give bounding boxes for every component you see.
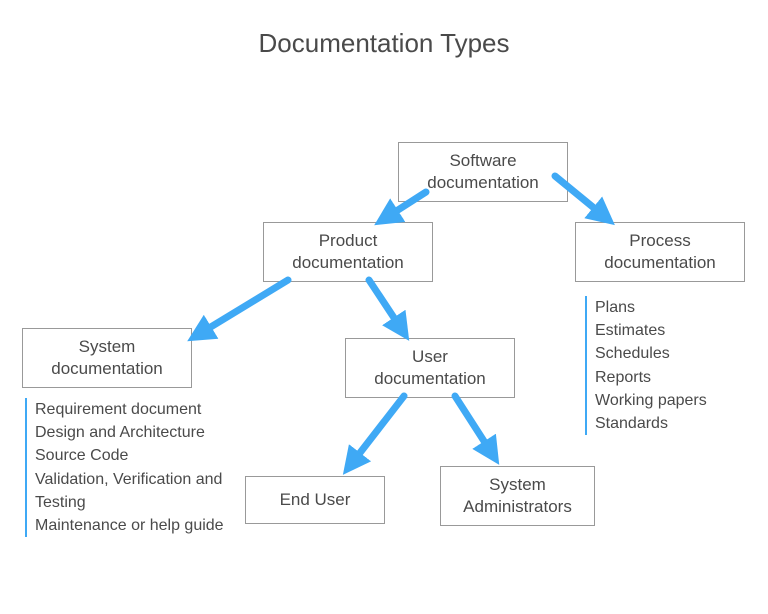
list-item: Maintenance or help guide bbox=[35, 514, 235, 537]
node-label: Productdocumentation bbox=[292, 230, 404, 274]
node-label: Processdocumentation bbox=[604, 230, 716, 274]
node-product: Productdocumentation bbox=[263, 222, 433, 282]
node-user: Userdocumentation bbox=[345, 338, 515, 398]
node-label: Softwaredocumentation bbox=[427, 150, 539, 194]
list-item: Standards bbox=[595, 412, 745, 435]
list-item: Schedules bbox=[595, 342, 745, 365]
node-sysadmin: SystemAdministrators bbox=[440, 466, 595, 526]
list-item: Plans bbox=[595, 296, 745, 319]
node-label: SystemAdministrators bbox=[463, 474, 572, 518]
node-software: Softwaredocumentation bbox=[398, 142, 568, 202]
list-item: Requirement document bbox=[35, 398, 235, 421]
edge-arrow bbox=[455, 396, 492, 454]
list-item: Estimates bbox=[595, 319, 745, 342]
list-item: Design and Architecture bbox=[35, 421, 235, 444]
node-process: Processdocumentation bbox=[575, 222, 745, 282]
process-list: PlansEstimatesSchedulesReportsWorking pa… bbox=[585, 296, 745, 435]
edge-arrow bbox=[351, 396, 404, 465]
system-list: Requirement documentDesign and Architect… bbox=[25, 398, 235, 537]
list-item: Reports bbox=[595, 366, 745, 389]
node-label: Systemdocumentation bbox=[51, 336, 163, 380]
page-title: Documentation Types bbox=[259, 28, 510, 59]
node-enduser: End User bbox=[245, 476, 385, 524]
node-label: Userdocumentation bbox=[374, 346, 486, 390]
edge-arrow bbox=[369, 280, 402, 330]
list-item: Working papers bbox=[595, 389, 745, 412]
node-label: End User bbox=[280, 489, 351, 511]
list-item: Validation, Verification and Testing bbox=[35, 468, 235, 514]
node-system: Systemdocumentation bbox=[22, 328, 192, 388]
edge-arrow bbox=[198, 280, 288, 335]
list-item: Source Code bbox=[35, 444, 235, 467]
